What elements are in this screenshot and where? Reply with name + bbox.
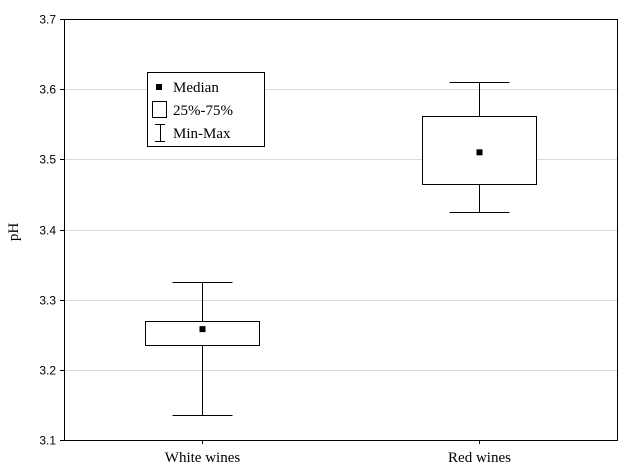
box-iqr [145,321,260,346]
x-category-label: White wines [165,450,241,466]
y-axis-ticks: 3.1 3.2 3.3 3.4 3.5 3.6 3.7 [39,13,64,448]
x-category-label: Red wines [448,450,511,466]
legend-median-marker [156,84,162,90]
y-tick-label: 3.7 [39,13,56,27]
median-marker [476,149,483,156]
legend-whisker-label: Min-Max [173,126,231,142]
y-tick-label: 3.6 [39,83,56,97]
legend-whisker-marker [155,124,165,142]
legend-box-label: 25%-75% [173,103,233,119]
box-layer [145,82,537,416]
legend: Median 25%-75% Min-Max [147,72,265,147]
legend-median-label: Median [173,80,219,96]
y-tick-label: 3.2 [39,364,56,378]
plot-area-frame [64,19,618,441]
legend-box-marker [152,101,167,118]
y-tick-label: 3.5 [39,153,56,167]
y-tick-label: 3.4 [39,224,56,238]
box-red-wines [422,82,537,213]
median-marker [199,326,206,333]
y-tick-label: 3.3 [39,294,56,308]
y-tick-label: 3.1 [39,434,56,448]
y-axis-label: pH [6,223,22,242]
box-white-wines [145,282,260,416]
x-axis-ticks: White wines Red wines [165,440,511,466]
